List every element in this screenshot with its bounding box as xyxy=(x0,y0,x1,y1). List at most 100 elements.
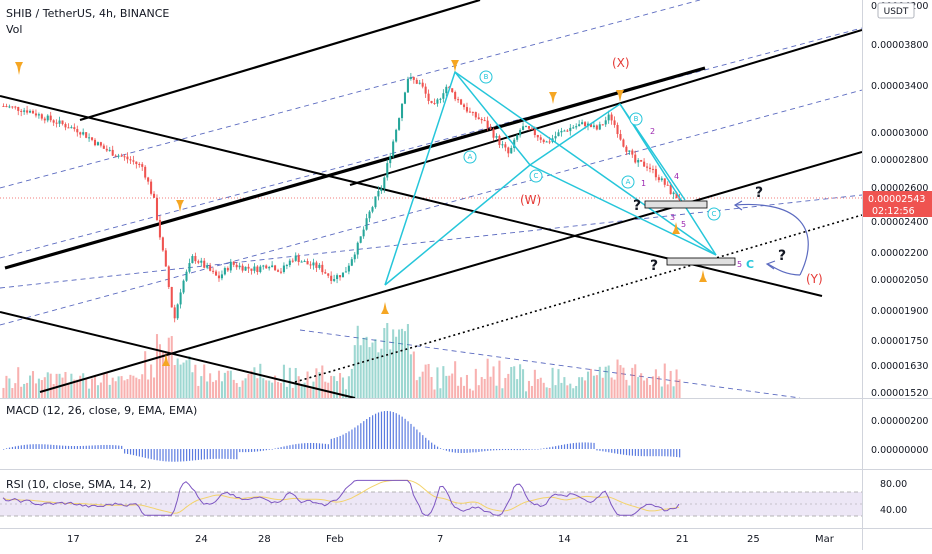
volume-bar xyxy=(73,379,76,398)
macd-bar xyxy=(115,445,117,449)
macd-bar xyxy=(236,449,238,460)
candle-body xyxy=(26,110,29,113)
volume-bar xyxy=(333,376,336,398)
volume-bar xyxy=(173,365,176,398)
time-axis[interactable]: 17 24 28 Feb 7 14 21 25 Mar xyxy=(67,534,835,545)
volume-bar xyxy=(409,354,412,398)
volume-bar xyxy=(604,366,607,398)
macd-bar xyxy=(183,449,185,462)
macd-bar xyxy=(622,449,625,455)
wave-label-b: B xyxy=(484,73,489,81)
volume-bar xyxy=(356,325,359,398)
target-box[interactable] xyxy=(644,200,708,209)
time-tick: 14 xyxy=(558,534,571,545)
macd-bar xyxy=(628,449,631,456)
candle-body xyxy=(321,264,324,273)
volume-bar xyxy=(513,366,516,398)
macd-bar xyxy=(351,429,353,449)
macd-bar xyxy=(395,413,397,449)
volume-bar xyxy=(536,379,539,398)
volume-bar xyxy=(374,339,377,398)
volume-bar xyxy=(433,389,436,398)
pattern-leg xyxy=(529,164,717,256)
macd-bar xyxy=(472,449,474,453)
volume-bar xyxy=(669,370,672,398)
macd-bar xyxy=(268,449,270,450)
price-tick: 0.00003000 xyxy=(871,128,928,139)
candle-body xyxy=(454,92,457,100)
macd-bar xyxy=(307,443,309,449)
volume-bar xyxy=(132,375,135,398)
candle-body xyxy=(318,264,321,268)
target-box[interactable] xyxy=(666,257,736,266)
volume-bar xyxy=(52,384,55,398)
wave-label-a: A xyxy=(626,178,631,186)
candle-body xyxy=(495,136,498,138)
macd-bar xyxy=(144,449,146,458)
candle-body xyxy=(170,286,173,308)
candlesticks xyxy=(2,73,681,323)
volume-bar xyxy=(147,379,150,398)
candle-body xyxy=(631,150,634,155)
candle-body xyxy=(46,115,49,121)
candle-body xyxy=(421,82,424,87)
macd-bar xyxy=(262,449,264,451)
up-arrow-icon xyxy=(381,302,389,314)
volume-bar xyxy=(595,375,598,398)
currency-badge[interactable] xyxy=(877,2,915,19)
candle-body xyxy=(250,268,253,271)
macd-bar xyxy=(357,425,359,449)
macd-bar xyxy=(129,449,132,455)
volume-bar xyxy=(501,388,504,398)
macd-bar xyxy=(510,449,512,451)
macd-bar xyxy=(466,449,468,453)
macd-bar xyxy=(318,443,321,449)
candle-body xyxy=(601,124,604,126)
volume-bar xyxy=(365,336,368,398)
candle-body xyxy=(70,127,73,129)
price-tick: 0.00001520 xyxy=(871,388,928,399)
candle-body xyxy=(167,266,170,287)
price-tick: 0.00002800 xyxy=(871,155,928,166)
macd-bar xyxy=(593,442,595,449)
volume-bar xyxy=(114,381,117,398)
candle-body xyxy=(640,160,643,162)
macd-bar xyxy=(363,421,365,449)
volume-bar xyxy=(477,385,480,398)
macd-bar xyxy=(20,445,22,449)
macd-legend[interactable]: MACD (12, 26, close, 9, EMA, EMA) xyxy=(6,404,197,417)
macd-bar xyxy=(100,445,102,449)
pattern-leg xyxy=(454,71,717,256)
macd-bar xyxy=(431,442,433,449)
macd-bar xyxy=(425,437,427,449)
macd-bar xyxy=(298,443,300,449)
candle-body xyxy=(303,261,306,263)
candle-body xyxy=(516,135,519,140)
candle-body xyxy=(613,120,616,125)
candle-body xyxy=(2,105,5,107)
candle-body xyxy=(498,136,501,145)
volume-bar xyxy=(465,374,469,398)
rsi-legend[interactable]: RSI (10, close, SMA, 14, 2) xyxy=(6,478,151,491)
volume-legend[interactable]: Vol xyxy=(6,23,22,36)
candle-body xyxy=(669,184,672,195)
symbol-title[interactable]: SHIB / TetherUS, 4h, BINANCE xyxy=(6,7,169,20)
macd-bar xyxy=(419,432,421,449)
volume-bar xyxy=(406,324,409,398)
price-tick: 0.00001630 xyxy=(871,361,928,372)
volume-bar xyxy=(377,352,380,398)
volume-bar xyxy=(368,347,371,398)
candle-body xyxy=(197,261,200,263)
macd-bar xyxy=(404,418,406,449)
candle-body xyxy=(598,124,601,130)
macd-bar xyxy=(504,449,507,451)
candle-body xyxy=(634,154,637,163)
volume-bar xyxy=(498,360,501,398)
volume-bar xyxy=(276,381,280,398)
macd-bar xyxy=(413,426,415,449)
candle-body xyxy=(144,166,147,178)
macd-bar xyxy=(348,431,350,449)
volume-bar xyxy=(448,375,451,398)
